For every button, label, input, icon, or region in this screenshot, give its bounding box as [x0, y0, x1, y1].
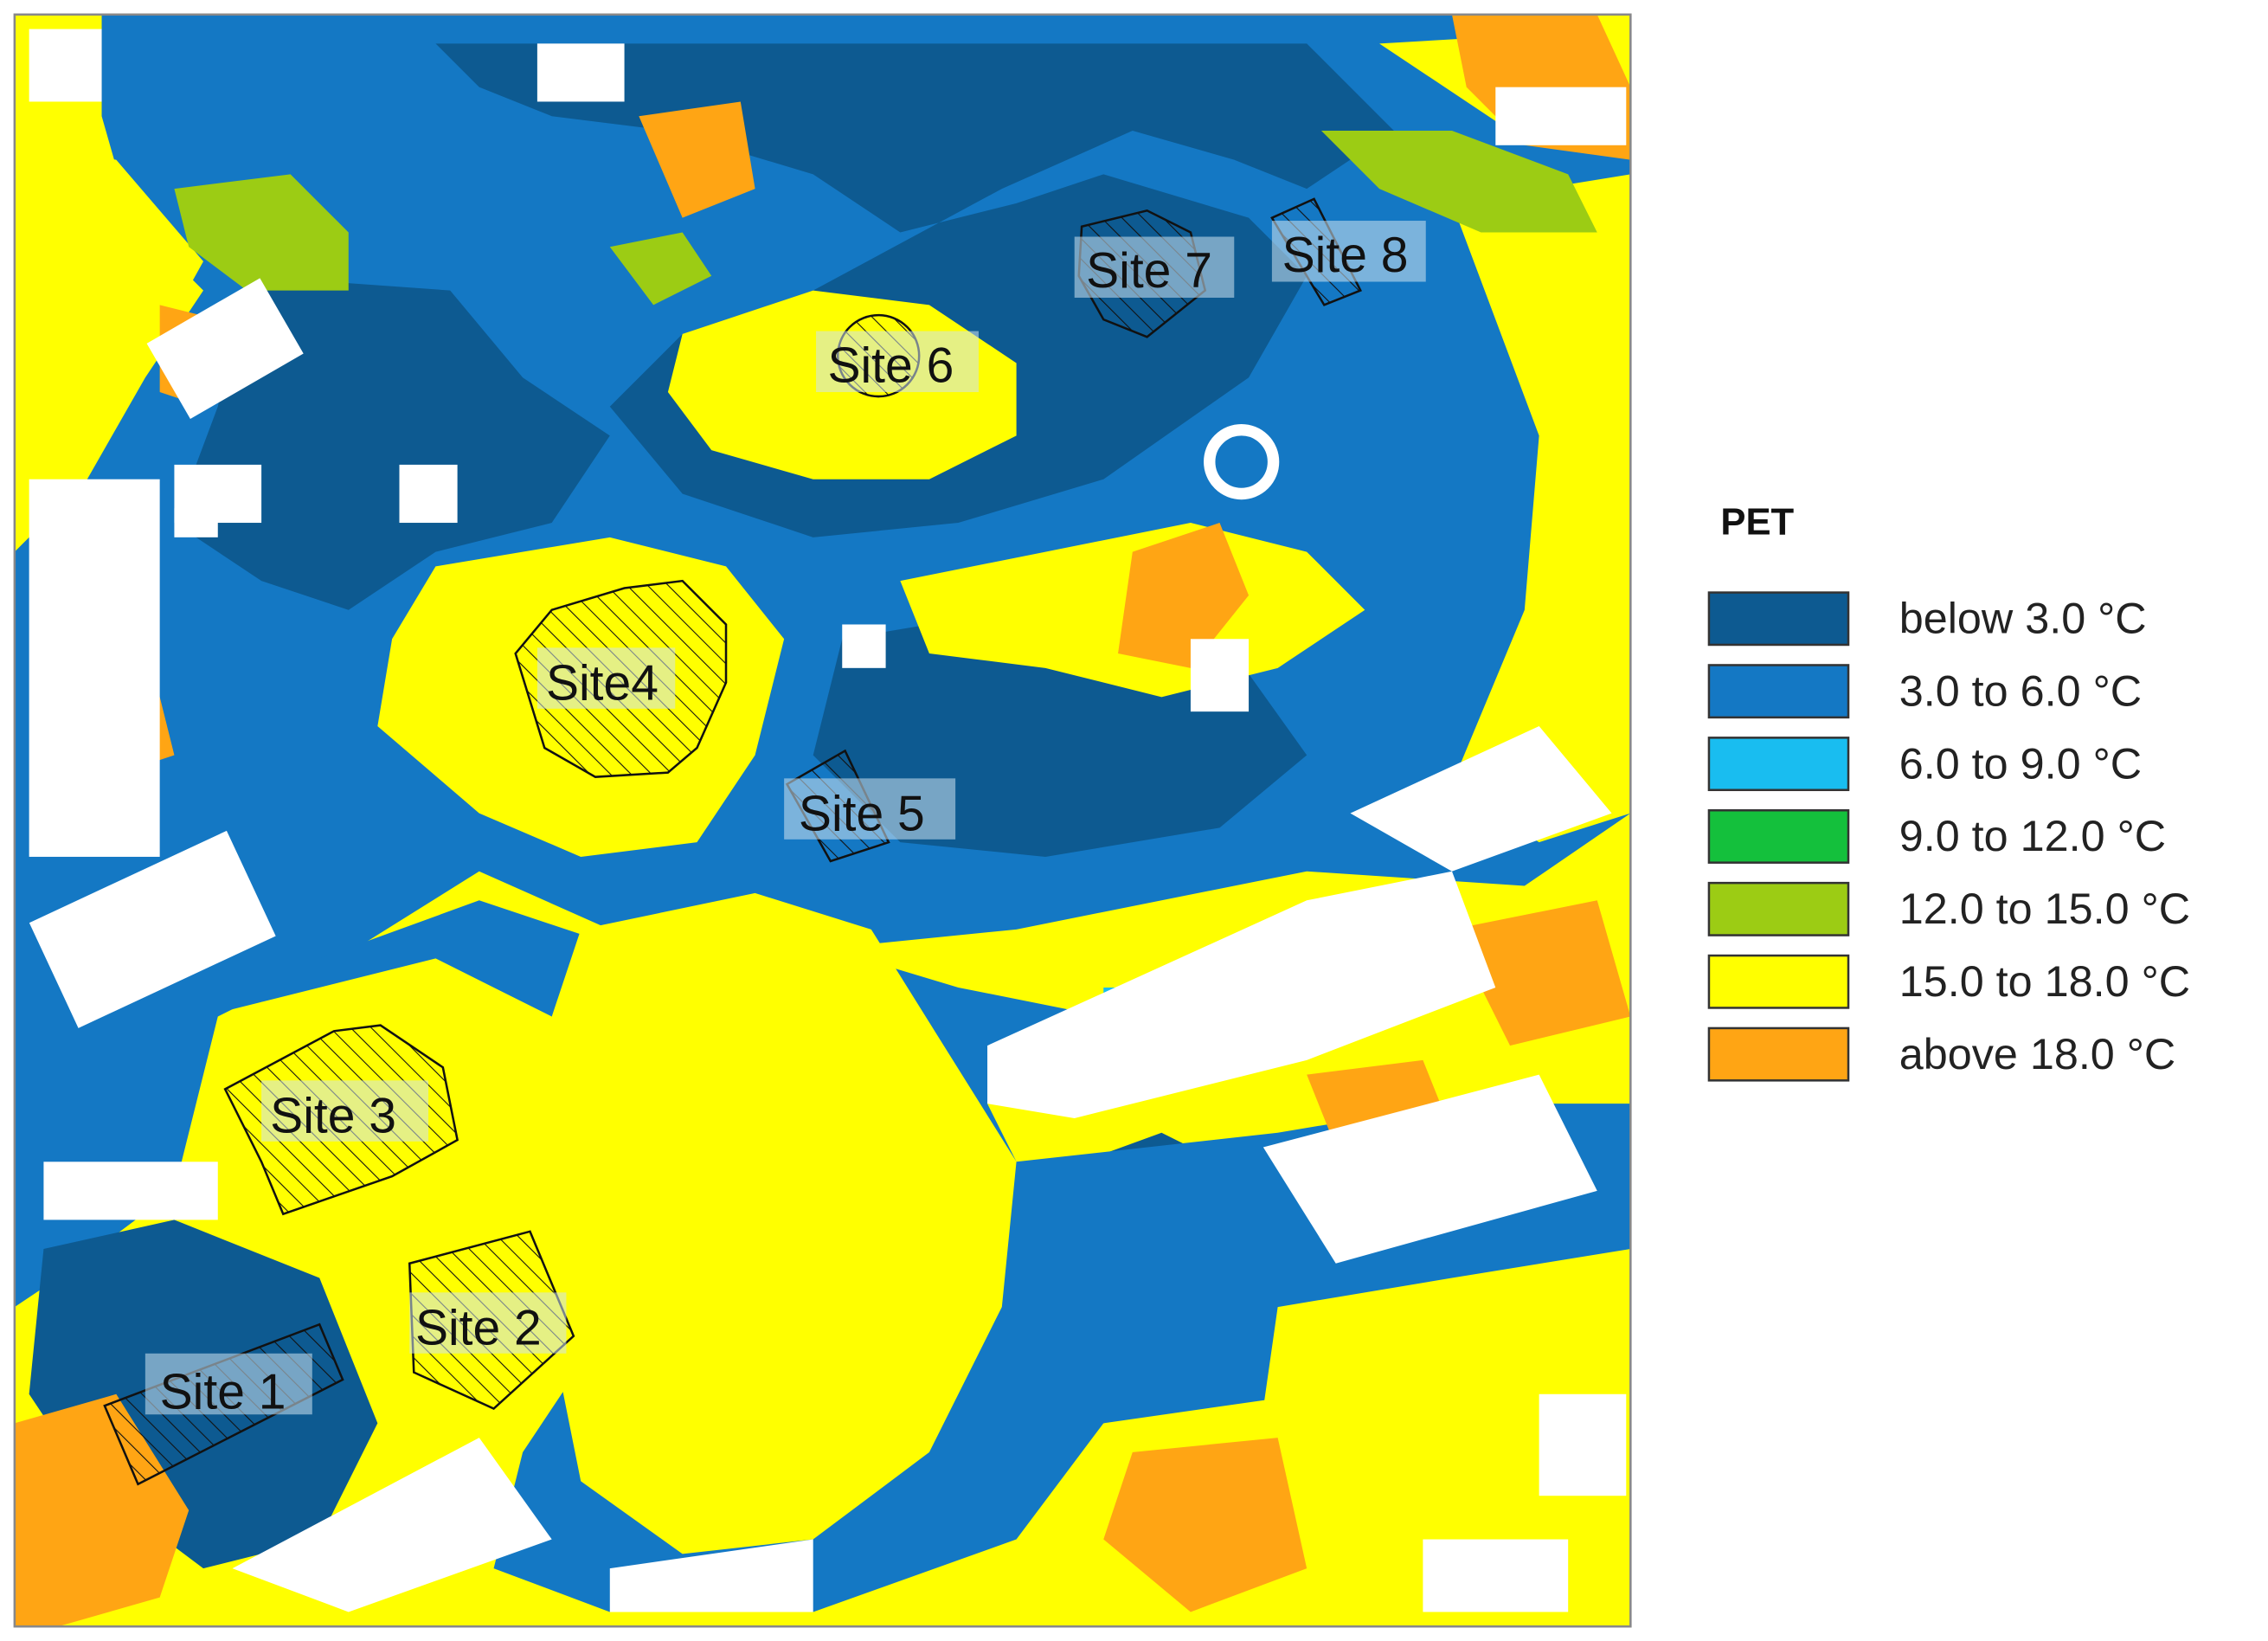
legend-swatch	[1707, 954, 1850, 1009]
site-label: Site4	[546, 656, 659, 711]
pet-zone	[609, 232, 712, 306]
legend-label: 6.0 to 9.0 °C	[1899, 738, 2142, 788]
pet-zone	[551, 892, 1017, 1554]
pet-zone	[14, 145, 203, 465]
pet-zone	[1320, 131, 1597, 233]
site-label: Site 2	[415, 1301, 542, 1356]
pet-zone	[639, 101, 755, 218]
legend-swatch	[1707, 737, 1850, 792]
site-label: Site 3	[270, 1089, 396, 1144]
pet-zone	[174, 174, 349, 291]
pet-zone	[1118, 523, 1250, 668]
legend-swatch	[1707, 664, 1850, 719]
pet-zone	[435, 43, 1394, 537]
legend-swatch	[1707, 808, 1850, 864]
pet-zone	[1103, 1438, 1307, 1612]
legend-swatch	[1707, 591, 1850, 647]
legend-title: PET	[1720, 501, 1794, 543]
site-label: Site 6	[827, 338, 954, 393]
legend-label: 15.0 to 18.0 °C	[1899, 956, 2190, 1006]
legend-label: 3.0 to 6.0 °C	[1899, 666, 2142, 715]
site-label: Site 8	[1282, 228, 1409, 283]
legend-label: below 3.0 °C	[1899, 594, 2147, 643]
map-frame	[13, 13, 1632, 1628]
pet-zone	[1451, 174, 1631, 843]
legend-swatch	[1707, 881, 1850, 936]
site-label: Site 7	[1086, 243, 1212, 299]
legend-label: 9.0 to 12.0 °C	[1899, 811, 2166, 860]
legend-label: 12.0 to 15.0 °C	[1899, 884, 2190, 933]
site-label: Site 1	[160, 1365, 286, 1420]
legend: below 3.0 °C 3.0 to 6.0 °C 6.0 to 9.0 °C 9.…	[1707, 591, 2190, 1082]
site-label: Site 5	[799, 787, 925, 842]
pet-zone	[1249, 1248, 1631, 1627]
legend-label: above 18.0 °C	[1899, 1029, 2176, 1078]
pet-zone	[1451, 900, 1631, 1046]
legend-swatch	[1707, 1026, 1850, 1082]
pet-map: Site 1 Site 2 Site 3 Site4 Site 5 Site 6…	[14, 14, 1631, 1627]
